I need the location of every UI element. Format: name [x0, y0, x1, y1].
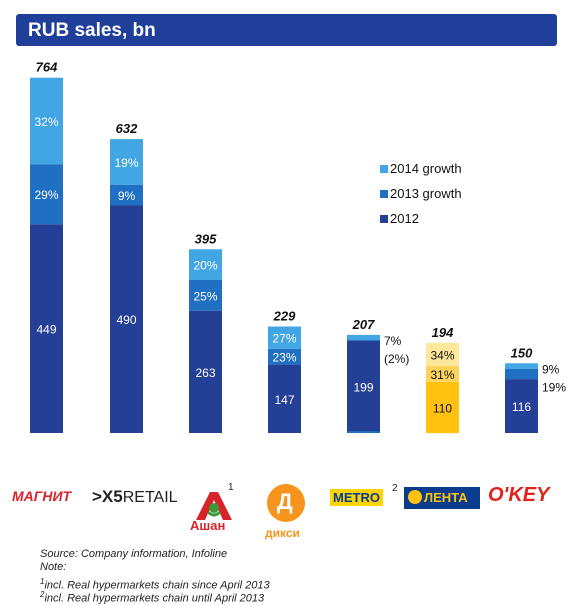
bar-magnit-2013-growth — [30, 164, 63, 225]
value-label-lenta-2014-growth: 34% — [430, 348, 454, 362]
total-label-metro: 207 — [352, 317, 375, 332]
auchan-logo-text: Ашан — [190, 518, 226, 533]
value-label-magnit-2013-growth: 29% — [34, 188, 58, 202]
note-label: Note: — [40, 561, 66, 574]
value-label-magnit-2012: 449 — [36, 323, 56, 337]
bar-dixy-2012 — [268, 364, 301, 433]
bar-metro-2012 — [347, 340, 380, 433]
legend-swatch-2014-growth — [380, 165, 388, 173]
x5-mark: >X5 — [92, 487, 123, 506]
footnote-2-text: incl. Real hypermarkets chain until Apri… — [44, 592, 265, 605]
total-label-magnit: 764 — [36, 60, 58, 75]
value-label-metro-2012: 199 — [353, 381, 373, 395]
value-label-dixy-2014-growth: 27% — [272, 332, 296, 346]
bar-x5-retail-2013-growth — [110, 184, 143, 206]
value-label-lenta-2012: 110 — [433, 401, 452, 415]
value-label-metro-2013-growth: (2%) — [384, 352, 409, 366]
okey-logo: O'KEY — [488, 484, 549, 507]
metro-logo: METRO 2 — [330, 483, 398, 507]
bar-magnit-2012 — [30, 224, 63, 433]
value-label-o-key-2013-growth: 19% — [542, 380, 566, 394]
auchan-logo: 1 Ашан — [186, 482, 236, 534]
legend-label-2014-growth: 2014 growth — [390, 161, 462, 176]
bar-x5-retail-2012 — [110, 205, 143, 433]
magnit-logo-text: МАГНИТ — [12, 488, 72, 504]
bar-magnit-2014-growth — [30, 77, 63, 165]
value-label-auchan-2013-growth: 25% — [193, 289, 217, 303]
bar-metro-2014-growth — [347, 334, 380, 341]
legend-label-2013-growth: 2013 growth — [390, 186, 462, 201]
dixy-letter: Д — [277, 489, 293, 514]
value-label-auchan-2012: 263 — [195, 366, 215, 380]
bar-o-key-2013-growth — [505, 368, 538, 379]
dixy-circle-icon: Д — [267, 484, 305, 522]
value-label-x5-retail-2014-growth: 19% — [114, 156, 138, 170]
bar-lenta-2013-growth — [426, 366, 459, 382]
total-label-auchan: 395 — [195, 231, 217, 246]
magnit-logo: МАГНИТ — [12, 488, 71, 506]
value-label-auchan-2014-growth: 20% — [193, 259, 217, 273]
total-label-lenta: 194 — [432, 325, 454, 340]
dixy-logo: Д дикси — [263, 484, 309, 540]
source-note: Source: Company information, Infoline — [40, 548, 227, 561]
footnote-1-text: incl. Real hypermarkets chain since Apri… — [44, 579, 270, 592]
value-label-dixy-2013-growth: 23% — [272, 351, 296, 365]
value-label-x5-retail-2012: 490 — [116, 313, 136, 327]
x5-retail-logo: >X5RETAIL — [92, 487, 178, 507]
total-label-o-key: 150 — [511, 345, 533, 360]
lenta-flower-icon — [408, 490, 422, 504]
footnote-2: 2incl. Real hypermarkets chain until Apr… — [40, 588, 264, 606]
okey-logo-text: O'KEY — [488, 484, 550, 506]
legend-swatch-2012 — [380, 215, 388, 223]
value-label-lenta-2013-growth: 31% — [430, 368, 454, 382]
note-label-text: Note: — [40, 561, 67, 573]
bar-dixy-2014-growth — [268, 326, 301, 349]
value-label-magnit-2014-growth: 32% — [34, 115, 58, 129]
bar-auchan-2012 — [189, 310, 222, 433]
bar-x5-retail-2014-growth — [110, 139, 143, 185]
legend-swatch-2013-growth — [380, 190, 388, 198]
total-label-x5-retail: 632 — [116, 121, 138, 136]
value-label-dixy-2012: 147 — [274, 393, 294, 407]
bar-lenta-2012 — [426, 381, 459, 434]
bar-lenta-2014-growth — [426, 342, 459, 367]
bar-auchan-2013-growth — [189, 280, 222, 311]
value-label-x5-retail-2013-growth: 9% — [118, 189, 136, 203]
auchan-footnote-marker: 1 — [228, 482, 234, 493]
footnote-1: 1incl. Real hypermarkets chain since Apr… — [40, 575, 270, 593]
value-label-metro-2014-growth: 7% — [384, 334, 402, 348]
bar-auchan-2014-growth — [189, 249, 222, 280]
metro-footnote-marker: 2 — [392, 483, 398, 494]
bar-o-key-2014-growth — [505, 363, 538, 369]
total-label-dixy: 229 — [273, 309, 296, 324]
title-bar: RUB sales, bn — [16, 14, 557, 46]
footnote-2-marker: 2 — [40, 590, 45, 599]
metro-logo-text: METRO — [330, 489, 383, 506]
bar-dixy-2013-growth — [268, 348, 301, 365]
lenta-logo-text: ЛЕНТА — [424, 490, 468, 505]
legend-label-2012: 2012 — [390, 211, 419, 226]
dixy-logo-text: дикси — [265, 526, 300, 540]
source-text: Source: Company information, Infoline — [40, 548, 228, 560]
chart-title: RUB sales, bn — [28, 20, 156, 41]
stacked-bar-chart: 764 449 32% 29% 632 490 19% 9% 395 263 20% 25% 229 14… — [30, 60, 566, 434]
lenta-logo: ЛЕНТА — [404, 487, 480, 509]
x5-retail-text: RETAIL — [122, 489, 178, 506]
value-label-o-key-2014-growth: 9% — [542, 362, 560, 376]
auchan-bird-icon — [196, 492, 232, 520]
bar-o-key-2012 — [505, 379, 538, 433]
value-label-o-key-2012: 116 — [512, 400, 531, 414]
bar-metro-2013-growth — [347, 431, 380, 433]
footnote-1-marker: 1 — [40, 577, 45, 586]
